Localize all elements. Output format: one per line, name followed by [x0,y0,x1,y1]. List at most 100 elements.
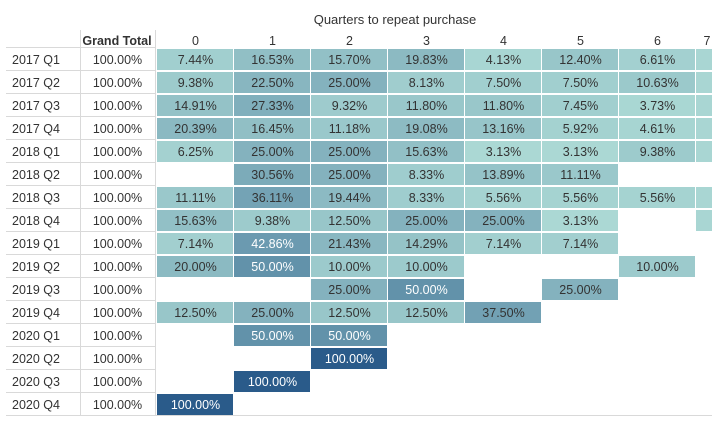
grand-total-value: 100.00% [93,306,142,320]
grand-total-value: 100.00% [93,329,142,343]
grand-total-value: 100.00% [93,375,142,389]
heatmap-cell [696,95,712,116]
row-label: 2017 Q3 [12,99,60,113]
row-label: 2019 Q1 [12,237,60,251]
heatmap-cell [542,164,618,185]
heatmap-cell [465,95,541,116]
heatmap-cell [696,141,712,162]
heatmap-cell [619,72,695,93]
heatmap-cell-label: 25.00% [328,168,370,182]
column-header-0: 0 [192,34,199,48]
row-label: 2020 Q1 [12,329,60,343]
heatmap-cell [388,95,464,116]
grand-total-value: 100.00% [93,168,142,182]
column-header-2: 2 [346,34,353,48]
heatmap-cell-label: 12.40% [559,53,601,67]
heatmap-cell-label: 19.44% [328,191,370,205]
heatmap-cell-label: 3.13% [563,145,598,159]
column-header-1: 1 [269,34,276,48]
grand-total-value: 100.00% [93,99,142,113]
heatmap-cell-label: 36.11% [252,191,293,205]
grand-total-column: 100.00% 100.00% 100.00% 100.00% 100.00% 100.0… [93,53,142,412]
heatmap-cell-label: 15.70% [328,53,370,67]
heatmap-cell-label: 20.39% [174,122,216,136]
heatmap-cell-label: 5.56% [486,191,521,205]
heatmap-cell-label: 25.00% [328,283,370,297]
heatmap-cell [311,279,387,300]
heatmap-cell-label: 9.32% [332,99,367,113]
heatmap-cell [542,233,618,254]
heatmap-cell-label: 7.14% [486,237,521,251]
heatmap-cell-label: 25.00% [328,145,370,159]
heatmap-cell [542,72,618,93]
row-label: 2019 Q2 [12,260,60,274]
heatmap-cell-label: 20.00% [174,260,216,274]
heatmap-cell [157,72,233,93]
heatmap-cell [311,210,387,231]
heatmap-cell-label: 15.63% [405,145,447,159]
heatmap-cell [388,233,464,254]
heatmap-cell-label: 7.50% [486,76,521,90]
heatmap-cell-label: 5.92% [563,122,598,136]
table-gridlines [6,30,712,416]
heatmap-cell [465,187,541,208]
heatmap-cell [388,72,464,93]
heatmap-cell [234,187,310,208]
heatmap-cell [465,141,541,162]
heatmap-cell-label: 11.80% [406,99,447,113]
row-label: 2020 Q3 [12,375,60,389]
heatmap-cell [388,49,464,70]
heatmap-cell-label: 12.50% [405,306,447,320]
heatmap-cell [234,141,310,162]
heatmap-cell [234,256,310,277]
column-header-4: 4 [500,34,507,48]
heatmap-cell-label: 12.50% [328,214,370,228]
heatmap-cell-label: 25.00% [251,306,293,320]
heatmap-cell [311,72,387,93]
heatmap-cell-label: 50.00% [405,283,447,297]
heatmap-cell-label: 30.56% [251,168,293,182]
heatmap-cell [311,233,387,254]
heatmap-cell [388,164,464,185]
heatmap-cell-label: 12.50% [174,306,216,320]
heatmap-cell-label: 6.61% [640,53,675,67]
heatmap-cell [311,302,387,323]
heatmap-cell-label: 3.13% [486,145,521,159]
heatmap-cell-label: 16.45% [251,122,293,136]
heatmap-cells: 7.44% 16.53% 15.70% 19.83% 4.13% 12.40% 6.61% 9… [157,49,712,415]
heatmap-cell [234,118,310,139]
heatmap-cell [696,49,712,70]
heatmap-cell [234,210,310,231]
heatmap-cell-label: 8.13% [409,76,444,90]
heatmap-cell [157,187,233,208]
heatmap-cell-label: 11.11% [560,168,601,182]
heatmap-cell [234,164,310,185]
heatmap-cell-label: 5.56% [563,191,598,205]
heatmap-cell [696,187,712,208]
grand-total-value: 100.00% [93,237,142,251]
heatmap-cell [619,49,695,70]
heatmap-cell [157,118,233,139]
heatmap-cell [234,302,310,323]
heatmap-cell [311,164,387,185]
heatmap-cell [542,279,618,300]
grand-total-value: 100.00% [93,214,142,228]
heatmap-cell [311,325,387,346]
heatmap-cell-label: 7.14% [178,237,213,251]
heatmap-cell [157,210,233,231]
row-label: 2020 Q2 [12,352,60,366]
heatmap-cell [234,233,310,254]
row-labels: 2017 Q1 2017 Q2 2017 Q3 2017 Q4 2018 Q1 2018 … [12,53,60,412]
heatmap-cell-label: 9.38% [255,214,290,228]
heatmap-cell-label: 25.00% [328,76,370,90]
heatmap-cell [619,187,695,208]
heatmap-cell-label: 50.00% [251,260,293,274]
heatmap-cell [157,95,233,116]
heatmap-cell [234,72,310,93]
heatmap-cell-label: 15.63% [174,214,216,228]
heatmap-cell-label: 11.11% [175,191,216,205]
heatmap-cell [157,256,233,277]
heatmap-cell [388,118,464,139]
heatmap-cell [619,118,695,139]
heatmap-cell-label: 25.00% [405,214,447,228]
